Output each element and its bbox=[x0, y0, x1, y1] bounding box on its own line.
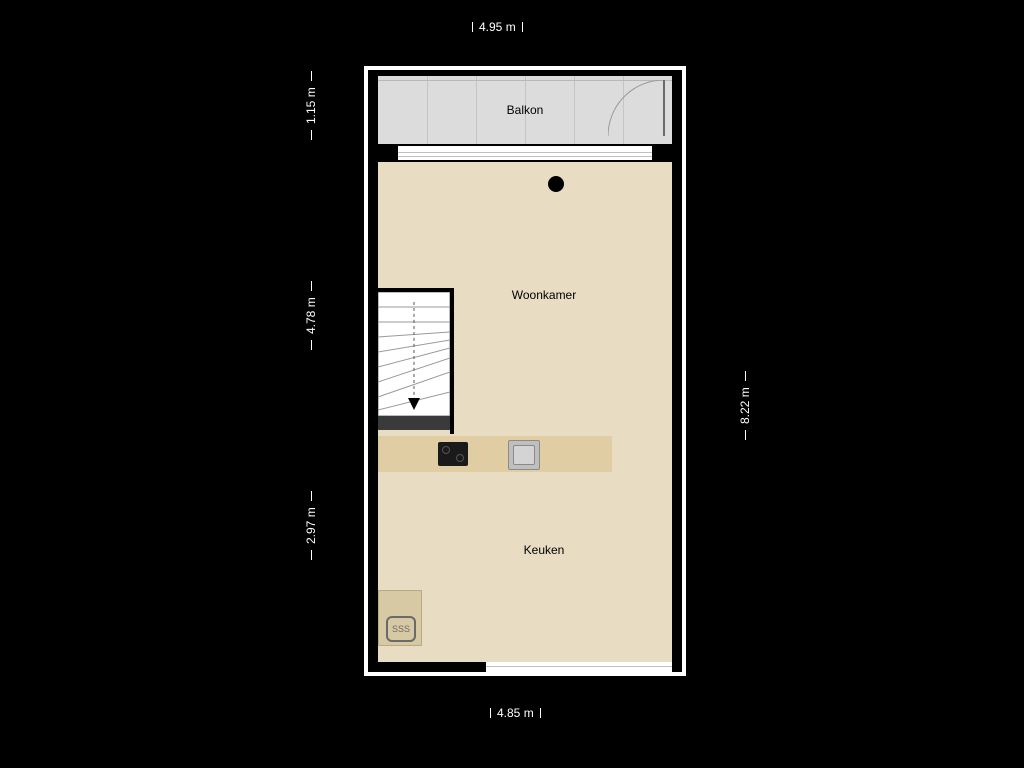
dimension-top: 4.95 m bbox=[472, 20, 523, 34]
wall-stair-right bbox=[450, 288, 454, 434]
room-label-woonkamer: Woonkamer bbox=[512, 288, 576, 302]
dim-tick bbox=[311, 130, 312, 140]
dimension-right: 8.22 m bbox=[738, 371, 752, 440]
wall-edge bbox=[682, 66, 686, 676]
dim-tick bbox=[745, 430, 746, 440]
wall-balkon-main-right bbox=[652, 144, 682, 162]
balkon-tile bbox=[427, 76, 477, 144]
dimension-right-label: 8.22 m bbox=[738, 381, 752, 430]
oven-glyph: SSS bbox=[392, 624, 410, 634]
room-label-balkon: Balkon bbox=[507, 103, 544, 117]
stair-landing bbox=[378, 416, 450, 430]
wall-edge bbox=[364, 672, 686, 676]
dim-tick bbox=[311, 281, 312, 291]
kitchen-counter bbox=[378, 436, 612, 472]
wall-balkon-main-left bbox=[368, 144, 398, 162]
wall-stair-top bbox=[378, 288, 450, 292]
dimension-left-middle: 4.78 m bbox=[304, 281, 318, 350]
dim-tick bbox=[540, 708, 541, 718]
cooktop-icon bbox=[438, 442, 468, 466]
dimension-bottom-label: 4.85 m bbox=[491, 706, 540, 720]
dim-tick bbox=[745, 371, 746, 381]
sink-icon bbox=[508, 440, 540, 470]
wall-bottom-corner bbox=[672, 662, 682, 672]
room-label-keuken: Keuken bbox=[524, 543, 565, 557]
dim-tick bbox=[311, 71, 312, 81]
window-top-line bbox=[398, 152, 652, 153]
balkon-door-arc bbox=[608, 80, 672, 144]
oven-icon: SSS bbox=[386, 616, 416, 642]
wall-bottom-left bbox=[368, 662, 486, 672]
stairs bbox=[378, 292, 450, 416]
dimension-left-upper-label: 1.15 m bbox=[304, 81, 318, 130]
dimension-left-middle-label: 4.78 m bbox=[304, 291, 318, 340]
dim-tick bbox=[311, 340, 312, 350]
window-bottom-line bbox=[486, 666, 672, 667]
ceiling-light-icon bbox=[548, 176, 564, 192]
floorplan: Balkon Woonkamer Keuken bbox=[368, 70, 682, 672]
window-bottom bbox=[486, 662, 672, 672]
dim-tick bbox=[522, 22, 523, 32]
dimension-left-upper: 1.15 m bbox=[304, 71, 318, 140]
window-top-line bbox=[398, 156, 652, 157]
dim-tick bbox=[311, 550, 312, 560]
dimension-top-label: 4.95 m bbox=[473, 20, 522, 34]
balkon-tile bbox=[378, 76, 428, 144]
dimension-left-lower: 2.97 m bbox=[304, 491, 318, 560]
dimension-bottom: 4.85 m bbox=[490, 706, 541, 720]
dimension-left-lower-label: 2.97 m bbox=[304, 501, 318, 550]
floorplan-stage: 4.95 m 4.85 m 8.22 m 1.15 m 4.78 m 2.97 … bbox=[0, 0, 1024, 768]
window-top bbox=[398, 146, 652, 160]
dim-tick bbox=[311, 491, 312, 501]
